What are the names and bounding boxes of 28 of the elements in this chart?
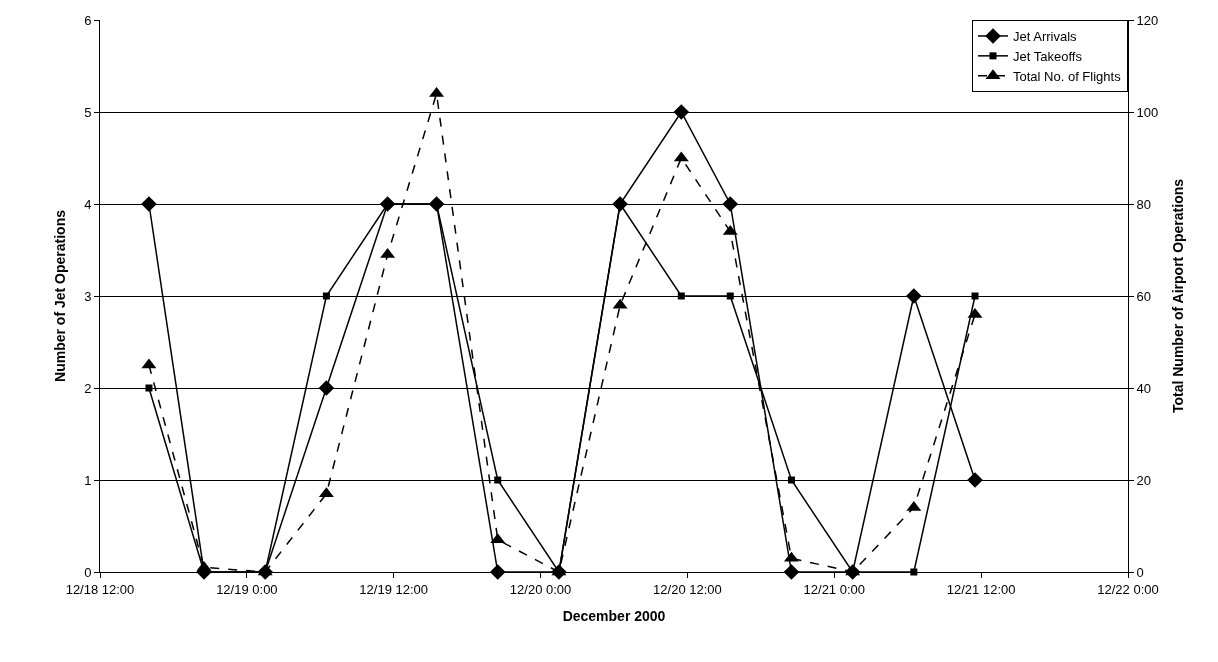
legend-label: Jet Arrivals: [1013, 29, 1078, 45]
y2-tick-label: 40: [1136, 380, 1152, 396]
y2-tick-label: 100: [1136, 104, 1159, 120]
legend-label: Jet Takeoffs: [1013, 48, 1083, 64]
y2-tick-label: 120: [1136, 12, 1159, 28]
y-tick-label: 2: [84, 380, 92, 396]
x-tick-label: 12/21 12:00: [946, 581, 1016, 597]
y-tick-label: 6: [84, 12, 92, 28]
x-axis-title: December 2000: [562, 607, 666, 624]
x-tick-label: 12/21 0:00: [803, 581, 866, 597]
y2-axis-title: Total Number of Airport Operations: [1169, 178, 1186, 414]
legend-label: Total No. of Flights: [1013, 68, 1122, 84]
x-tick-label: 12/19 0:00: [216, 581, 278, 597]
y-tick-label: 5: [84, 104, 92, 120]
x-tick-label: 12/18 12:00: [65, 581, 135, 597]
y2-tick-label: 0: [1136, 564, 1144, 580]
y-axis-title: Number of Jet Operations: [51, 209, 68, 382]
y2-tick-label: 60: [1136, 288, 1152, 304]
x-tick-label: 12/19 12:00: [359, 581, 429, 597]
y-tick-label: 1: [84, 472, 92, 488]
y2-tick-label: 80: [1136, 196, 1152, 212]
x-tick-label: 12/22 0:00: [1097, 581, 1159, 597]
y-tick-label: 3: [84, 288, 92, 304]
y2-tick-label: 20: [1136, 472, 1152, 488]
x-tick-label: 12/20 12:00: [653, 581, 722, 597]
x-tick-label: 12/20 0:00: [509, 581, 572, 597]
y-tick-label: 0: [84, 564, 92, 580]
y-tick-label: 4: [84, 196, 92, 212]
